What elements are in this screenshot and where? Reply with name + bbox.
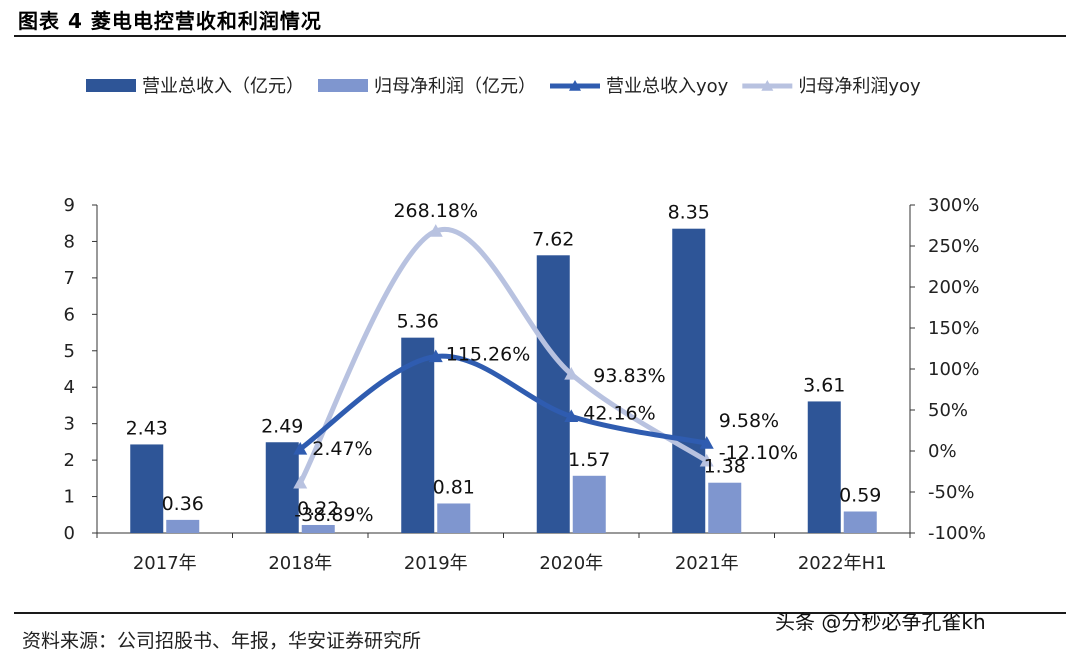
profit-yoy-label: 268.18% xyxy=(393,200,478,222)
legend-marker xyxy=(761,80,774,91)
profit-bar xyxy=(301,524,335,533)
left-tick-label: 2 xyxy=(64,450,75,471)
right-tick-label: 300% xyxy=(928,195,979,216)
x-tick-label: 2018年 xyxy=(268,553,332,574)
revenue-bar-label: 7.62 xyxy=(532,228,574,250)
left-tick-label: 1 xyxy=(64,487,75,508)
revenue-bar xyxy=(130,444,164,533)
revenue-bar-label: 2.43 xyxy=(126,417,168,439)
data-labels: 2.43 2.49 5.36 7.62 8.35 3.61 0.36 0.22 0.81 1.57… xyxy=(126,200,882,526)
revenue-yoy-label: 42.16% xyxy=(583,402,655,424)
bars xyxy=(130,228,877,533)
right-tick-label: 200% xyxy=(928,277,979,298)
profit-bar xyxy=(843,511,877,533)
legend-label: 营业总收入yoy xyxy=(606,76,729,97)
x-tick-label: 2017年 xyxy=(133,553,197,574)
revenue-bar xyxy=(807,401,841,533)
profit-bar-label: 1.38 xyxy=(704,456,746,478)
revenue-bar xyxy=(265,442,299,533)
left-tick-label: 0 xyxy=(64,523,75,544)
legend-swatch xyxy=(86,79,136,92)
revenue-yoy-marker xyxy=(428,349,443,363)
bottom-divider xyxy=(14,612,1066,614)
legend-label: 归母净利润yoy xyxy=(798,76,921,97)
profit-yoy-marker xyxy=(293,475,308,489)
revenue-yoy-label: 9.58% xyxy=(719,410,779,432)
profit-bar xyxy=(572,475,606,533)
left-tick-label: 3 xyxy=(64,414,75,435)
right-tick-label: 250% xyxy=(928,236,979,257)
x-tick-label: 2019年 xyxy=(404,553,468,574)
revenue-profit-chart: 营业总收入（亿元） 归母净利润（亿元） 营业总收入yoy 归母净利润yoy 0 1 2 3 4… xyxy=(64,76,986,574)
legend-label: 归母净利润（亿元） xyxy=(374,76,536,97)
x-tick-label: 2021年 xyxy=(675,553,739,574)
legend-label: 营业总收入（亿元） xyxy=(142,76,304,97)
profit-yoy-marker xyxy=(428,224,443,237)
left-tick-label: 8 xyxy=(64,231,75,252)
profit-bar-label: 0.22 xyxy=(297,498,339,520)
revenue-yoy-marker xyxy=(699,436,714,449)
profit-bar-label: 0.81 xyxy=(433,476,475,498)
right-tick-label: 100% xyxy=(928,359,979,380)
revenue-bar-label: 8.35 xyxy=(668,202,710,224)
right-tick-label: 0% xyxy=(928,441,957,462)
profit-yoy-label: -12.10% xyxy=(719,442,798,464)
profit-bar-label: 0.36 xyxy=(162,493,204,515)
legend: 营业总收入（亿元） 归母净利润（亿元） 营业总收入yoy 归母净利润yoy xyxy=(86,76,921,97)
watermark: 头条 @分秒必争孔雀kh xyxy=(775,610,986,634)
profit-bar xyxy=(166,519,200,533)
profit-yoy-marker xyxy=(699,453,714,467)
left-tick-label: 7 xyxy=(64,268,75,289)
source-note: 资料来源：公司招股书、年报，华安证券研究所 xyxy=(22,630,422,652)
revenue-bar-label: 2.49 xyxy=(261,415,303,437)
revenue-bar xyxy=(536,255,570,533)
right-tick-label: 50% xyxy=(928,400,968,421)
legend-marker xyxy=(569,80,581,91)
profit-yoy-label: -38.89% xyxy=(294,504,373,526)
left-tick-label: 5 xyxy=(64,341,75,362)
left-tick-label: 6 xyxy=(64,304,75,325)
profit-bar xyxy=(437,503,471,533)
profit-yoy-line xyxy=(297,226,710,486)
right-tick-label: -100% xyxy=(928,523,986,544)
axes: 0 1 2 3 4 5 6 7 8 9 -100% -50% 0% 50% 100% 150% 200% 250%… xyxy=(64,195,986,574)
revenue-bar xyxy=(401,337,435,533)
revenue-bar-label: 5.36 xyxy=(397,311,439,333)
profit-yoy-label: 93.83% xyxy=(593,365,665,387)
x-tick-label: 2022年H1 xyxy=(798,553,887,574)
revenue-bar xyxy=(672,228,706,533)
top-divider xyxy=(14,35,1066,37)
revenue-yoy-label: 2.47% xyxy=(312,438,372,460)
left-tick-label: 4 xyxy=(64,377,75,398)
revenue-yoy-marker xyxy=(293,441,308,455)
right-tick-label: 150% xyxy=(928,318,979,339)
profit-bar xyxy=(708,482,742,533)
profit-bar-label: 1.57 xyxy=(568,449,610,471)
profit-yoy-marker xyxy=(564,367,579,380)
right-tick-label: -50% xyxy=(928,482,975,503)
profit-bar-label: 0.59 xyxy=(839,484,881,506)
revenue-yoy-line xyxy=(297,353,710,452)
revenue-yoy-marker xyxy=(564,409,579,423)
lines xyxy=(293,224,714,489)
x-tick-label: 2020年 xyxy=(539,553,603,574)
revenue-bar-label: 3.61 xyxy=(803,374,845,396)
legend-swatch xyxy=(318,79,368,92)
revenue-yoy-label: 115.26% xyxy=(446,343,531,365)
left-tick-label: 9 xyxy=(64,195,75,216)
figure-title: 图表 4 菱电电控营收和利润情况 xyxy=(18,9,322,33)
